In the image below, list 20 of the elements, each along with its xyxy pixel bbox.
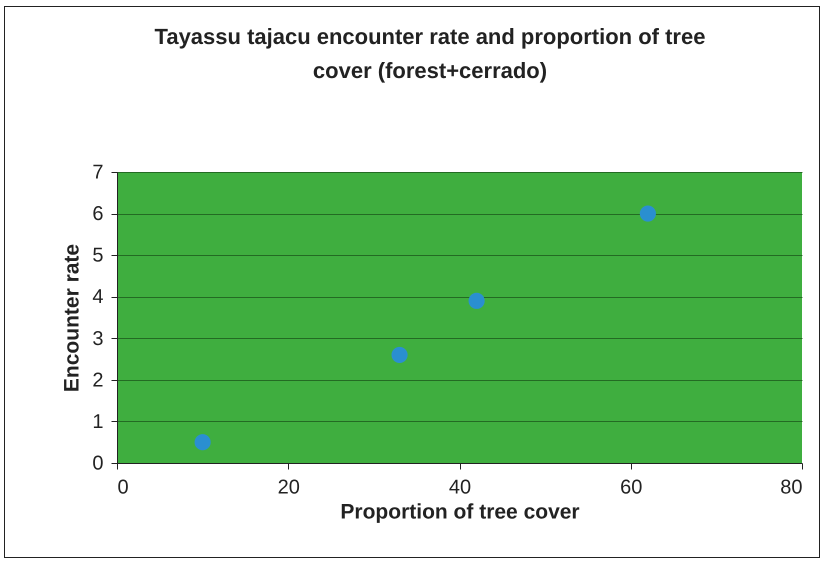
y-tick-label: 3	[92, 328, 104, 350]
x-tick-label: 0	[118, 476, 129, 498]
y-tick-label: 6	[92, 203, 104, 226]
point	[640, 206, 656, 222]
x-tick-label: 20	[278, 476, 300, 498]
y-tick-label: 7	[92, 162, 104, 184]
y-tick-label: 0	[92, 452, 104, 474]
chart-title: Tayassu tajacu encounter rate and proportion of tree cover (forest+cerrado)	[154, 23, 706, 85]
x-tick-label: 40	[448, 476, 472, 498]
y-tick-label: 2	[92, 369, 104, 392]
x-tick-label: 60	[620, 476, 642, 498]
y-tick-label: 1	[92, 410, 104, 433]
point	[468, 292, 485, 309]
y-axis-title: Encounter rate	[60, 244, 84, 392]
point	[392, 346, 408, 363]
y-tick-label: 4	[92, 286, 104, 308]
x-tick-label: 80	[780, 476, 802, 498]
point	[194, 434, 211, 450]
y-tick-label: 5	[92, 244, 104, 267]
x-axis-title: Proportion of tree cover	[340, 500, 580, 524]
